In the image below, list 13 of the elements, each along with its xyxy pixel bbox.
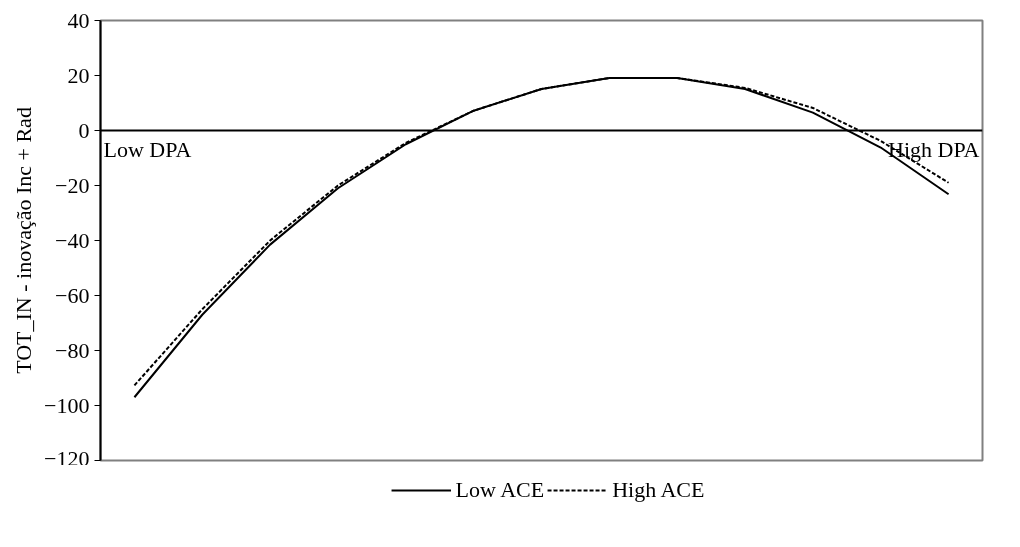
- y-tick-label: 40: [67, 7, 90, 33]
- y-tick-label: 0: [78, 117, 90, 143]
- y-tick-label: −20: [55, 172, 90, 198]
- y-tick-label: 20: [67, 62, 90, 88]
- y-tick-label: −60: [55, 282, 90, 308]
- y-tick-label: −100: [44, 392, 90, 418]
- legend-label: High ACE: [612, 477, 705, 503]
- y-axis-title: TOT_IN - inovação Inc + Rad: [11, 107, 37, 374]
- y-tick-label: −80: [55, 337, 90, 363]
- annotation: Low DPA: [103, 137, 192, 163]
- y-tick-label: −40: [55, 227, 90, 253]
- y-tick-label: −120: [44, 445, 90, 471]
- legend-label: Low ACE: [455, 477, 545, 503]
